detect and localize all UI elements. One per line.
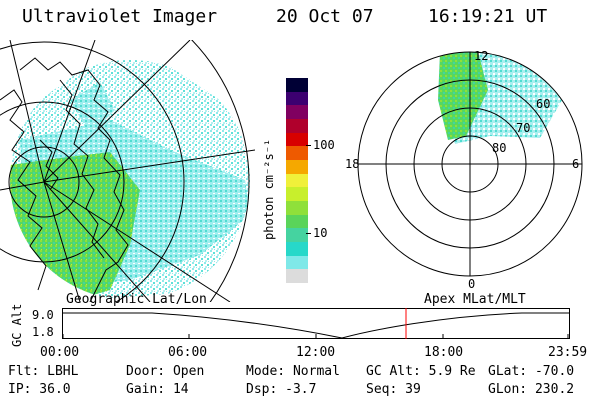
colorbar-segment bbox=[286, 132, 308, 147]
colorbar-segment bbox=[286, 146, 308, 160]
mlt-label-12: 12 bbox=[474, 49, 488, 63]
time-label: 16:19:21 UT bbox=[428, 6, 548, 27]
colorbar-segment bbox=[286, 214, 308, 229]
colorbar-segment bbox=[286, 200, 308, 215]
colorbar-segment bbox=[286, 91, 308, 106]
colorbar-tick-10: 10 bbox=[313, 226, 328, 240]
mlt-label-6: 6 bbox=[572, 157, 579, 171]
status-glat: GLat: -70.0 bbox=[488, 364, 575, 379]
status-seq: Seq: 39 bbox=[366, 382, 421, 397]
polar-plot: 12 6 0 18 60 70 80 bbox=[345, 49, 583, 291]
altitude-curve bbox=[62, 312, 569, 339]
colorbar-segment bbox=[286, 255, 308, 270]
colorbar-segment bbox=[286, 269, 308, 283]
colorbar-unit-label: photon cm⁻²s⁻¹ bbox=[262, 138, 276, 240]
colorbar bbox=[286, 77, 308, 283]
date-label: 20 Oct 07 bbox=[276, 6, 374, 27]
colorbar-segment bbox=[286, 173, 308, 188]
colorbar-segment bbox=[286, 105, 308, 119]
colorbar-segment bbox=[286, 187, 308, 201]
alt-plot-ylabel: GC Alt bbox=[10, 303, 24, 347]
altitude-plot bbox=[62, 308, 570, 339]
status-gain: Gain: 14 bbox=[126, 382, 189, 397]
alt-plot-left-title: Geographic Lat/Lon bbox=[66, 292, 207, 307]
status-ip: IP: 36.0 bbox=[8, 382, 71, 397]
colorbar-segment bbox=[286, 77, 308, 92]
status-glon: GLon: 230.2 bbox=[488, 382, 575, 397]
mlt-label-18: 18 bbox=[345, 157, 359, 171]
colorbar-tick-mark-100 bbox=[306, 145, 311, 146]
lat-label-60: 60 bbox=[536, 97, 550, 111]
colorbar-segment bbox=[286, 159, 308, 174]
mlt-label-0: 0 bbox=[468, 277, 475, 291]
alt-ytick-9: 9.0 bbox=[32, 308, 54, 322]
colorbar-segment bbox=[286, 118, 308, 133]
alt-xtick-1200: 12:00 bbox=[296, 345, 336, 360]
colorbar-tick-100: 100 bbox=[313, 138, 335, 152]
lat-label-70: 70 bbox=[516, 121, 530, 135]
alt-xtick-0000: 00:00 bbox=[40, 345, 80, 360]
status-mode: Mode: Normal bbox=[246, 364, 340, 379]
status-filter: Flt: LBHL bbox=[8, 364, 79, 379]
alt-xtick-0600: 06:00 bbox=[168, 345, 208, 360]
alt-xtick-2359: 23:59 bbox=[548, 345, 588, 360]
alt-xtick-1800: 18:00 bbox=[424, 345, 464, 360]
colorbar-tick-mark-10 bbox=[306, 233, 311, 234]
lat-label-80: 80 bbox=[492, 141, 506, 155]
status-gc-alt: GC Alt: 5.9 Re bbox=[366, 364, 476, 379]
status-dsp: Dsp: -3.7 bbox=[246, 382, 317, 397]
colorbar-segment bbox=[286, 228, 308, 242]
colorbar-segment bbox=[286, 241, 308, 256]
geographic-image bbox=[0, 40, 255, 302]
status-door: Door: Open bbox=[126, 364, 205, 379]
alt-ytick-1.8: 1.8 bbox=[32, 325, 54, 339]
alt-plot-right-title: Apex MLat/MLT bbox=[424, 292, 526, 307]
instrument-title: Ultraviolet Imager bbox=[22, 6, 218, 27]
colorbar-strip bbox=[286, 77, 308, 283]
